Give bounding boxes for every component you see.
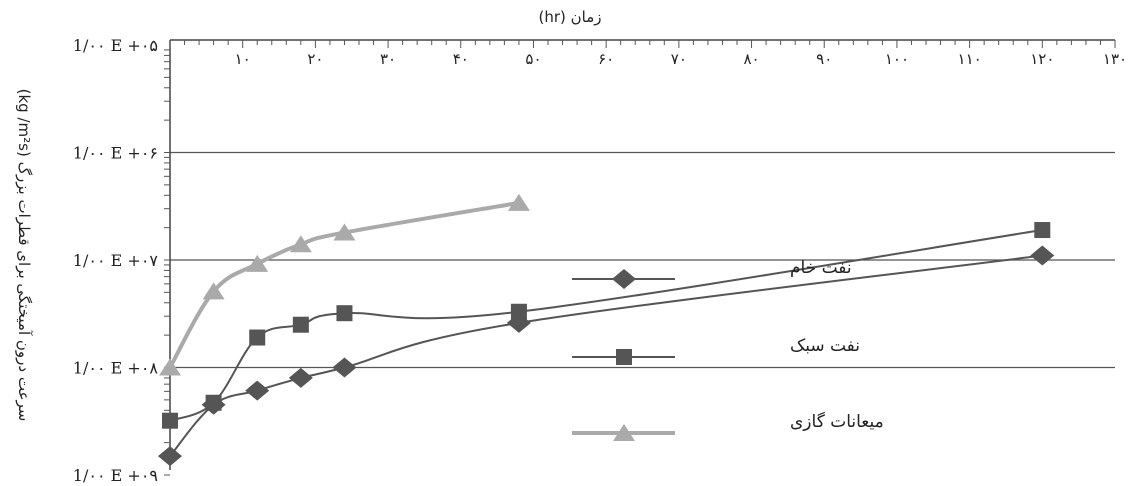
legend-label-3: میعانات گازی	[790, 411, 884, 432]
data-point-square	[1034, 222, 1051, 239]
x-axis-title: زمان (hr)	[538, 8, 601, 26]
legend-label-1: نفت خام	[790, 258, 852, 278]
series-group	[158, 193, 1055, 467]
y-axis-title: سرعت درون آمیختگی برای قطرات بزرگ (kg /m…	[15, 89, 33, 422]
data-point-triangle	[507, 193, 530, 211]
x-tick-label: ۱۰	[235, 50, 251, 68]
series-2	[162, 222, 1051, 429]
data-point-triangle	[159, 358, 181, 376]
legend-label-2: نفت سبک	[790, 336, 860, 356]
x-tick-label: ۱۰۰	[885, 50, 909, 68]
x-tick-label: ۹۰	[816, 50, 832, 68]
y-minor-ticks	[164, 49, 170, 476]
y-tick-label: 1/۰۰ E +۰۹	[73, 466, 158, 485]
data-point-diamond	[288, 367, 313, 388]
y-tick-label: 1/۰۰ E +۰۶	[73, 144, 158, 163]
x-minor-ticks	[169, 40, 1116, 48]
x-tick-label: ۲۰	[307, 50, 323, 68]
legend-marker-diamond	[612, 269, 636, 289]
data-point-square	[205, 394, 222, 411]
data-point-triangle	[333, 223, 356, 241]
series-line	[169, 254, 1043, 457]
data-point-square	[249, 329, 266, 346]
y-tick-label: 1/۰۰ E +۰۵	[73, 36, 158, 55]
data-point-square	[336, 305, 353, 322]
data-point-square	[292, 316, 309, 333]
x-tick-labels: ۱۰ ۲۰ ۳۰ ۴۰ ۵۰ ۶۰ ۷۰ ۸۰ ۹۰ ۱۰۰ ۱۱۰ ۱۲۰ ۱۳۰	[235, 50, 1127, 68]
data-point-triangle	[202, 282, 225, 300]
y-tick-label: 1/۰۰ E +۰۷	[73, 251, 159, 270]
legend-marker-square	[616, 349, 632, 365]
x-tick-label: ۶۰	[598, 50, 614, 68]
x-tick-label: ۵۰	[525, 50, 541, 68]
legend-marker-triangle	[613, 424, 635, 441]
x-tick-label: ۸۰	[743, 50, 759, 68]
y-tick-labels: 1/۰۰ E +۰۵ 1/۰۰ E +۰۶ 1/۰۰ E +۰۷ 1/۰۰ E +۰۸…	[73, 36, 159, 485]
series-3	[159, 193, 530, 376]
x-tick-label: ۴۰	[453, 50, 469, 68]
data-point-diamond	[245, 380, 270, 401]
x-tick-label: ۱۲۰	[1030, 50, 1054, 68]
x-tick-label: ۱۳۰	[1103, 50, 1127, 68]
x-tick-label: ۷۰	[671, 50, 687, 68]
x-tick-label: ۳۰	[380, 50, 396, 68]
data-point-square	[510, 303, 527, 320]
data-point-triangle	[246, 254, 269, 272]
data-point-diamond	[1030, 245, 1055, 266]
legend: نفت خام نفت سبک میعانات گازی	[572, 258, 884, 441]
grid-lines	[170, 151, 1115, 369]
data-point-diamond	[332, 357, 357, 378]
data-point-diamond	[158, 446, 182, 467]
x-tick-label: ۱۱۰	[958, 50, 982, 68]
y-tick-label: 1/۰۰ E +۰۸	[73, 359, 159, 378]
data-point-square	[162, 412, 178, 429]
data-point-triangle	[289, 235, 312, 253]
